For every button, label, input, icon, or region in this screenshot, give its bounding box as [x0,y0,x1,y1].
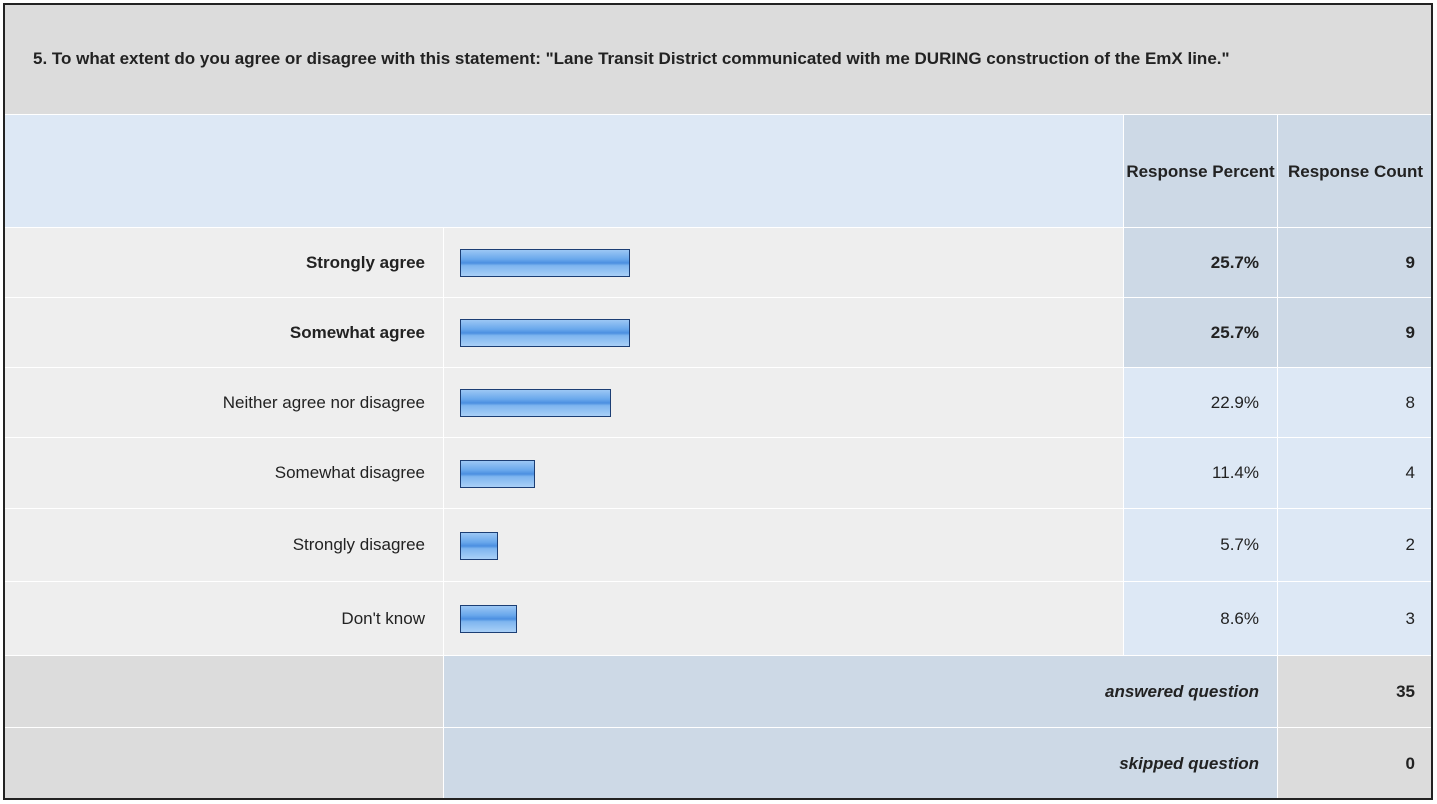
bar [460,319,630,347]
footer-blank [3,656,443,728]
bar-cell [443,509,1123,582]
row-label: Somewhat agree [3,298,443,368]
row-label: Don't know [3,582,443,656]
footer-label: answered question [443,656,1277,728]
count-cell: 3 [1277,582,1433,656]
percent-cell: 25.7% [1123,298,1277,368]
percent-cell: 8.6% [1123,582,1277,656]
footer-count: 35 [1277,656,1433,728]
count-cell: 9 [1277,298,1433,368]
header-percent: Response Percent [1123,115,1277,228]
bar-cell [443,438,1123,509]
percent-cell: 5.7% [1123,509,1277,582]
footer-label: skipped question [443,728,1277,800]
bar [460,459,536,488]
row-label: Strongly agree [3,228,443,298]
percent-cell: 22.9% [1123,368,1277,438]
count-cell: 4 [1277,438,1433,509]
count-cell: 2 [1277,509,1433,582]
bar [460,389,612,417]
footer-count: 0 [1277,728,1433,800]
count-cell: 8 [1277,368,1433,438]
question-title: 5. To what extent do you agree or disagr… [3,3,1433,115]
row-label: Strongly disagree [3,509,443,582]
row-label: Somewhat disagree [3,438,443,509]
bar [460,605,517,633]
count-cell: 9 [1277,228,1433,298]
footer-blank [3,728,443,800]
header-count: Response Count [1277,115,1433,228]
row-label: Neither agree nor disagree [3,368,443,438]
bar [460,249,630,277]
percent-cell: 11.4% [1123,438,1277,509]
header-blank [3,115,1123,228]
bar [460,531,498,560]
percent-cell: 25.7% [1123,228,1277,298]
bar-cell [443,582,1123,656]
